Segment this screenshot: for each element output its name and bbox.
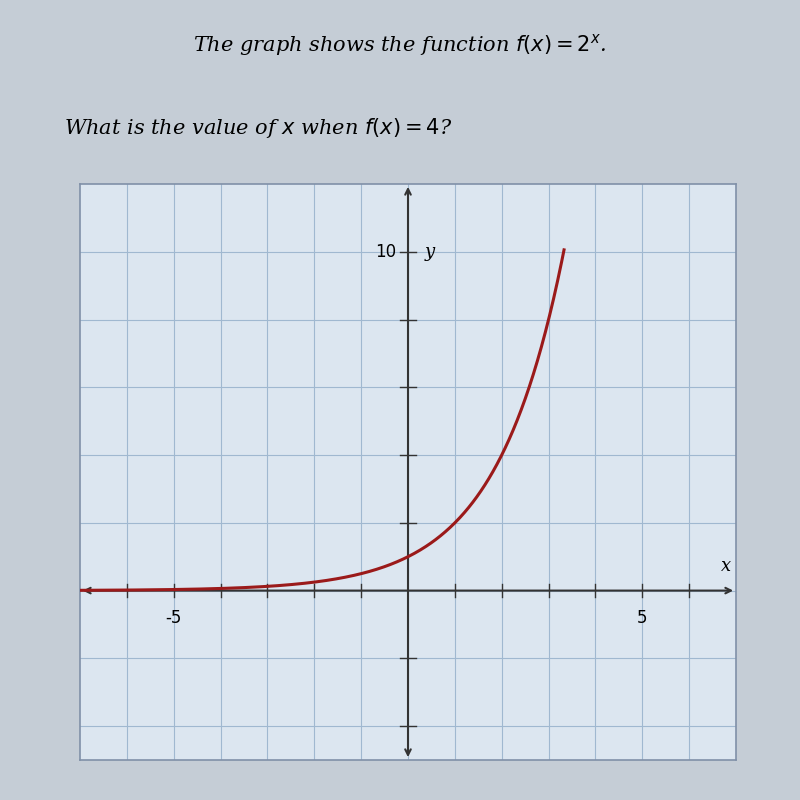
Text: y: y	[424, 242, 434, 261]
Text: x: x	[721, 558, 731, 575]
Text: The graph shows the function $f(x) = 2^x$.: The graph shows the function $f(x) = 2^x…	[194, 32, 606, 58]
Text: -5: -5	[166, 610, 182, 627]
Text: 10: 10	[375, 242, 396, 261]
Text: 5: 5	[637, 610, 647, 627]
Text: What is the value of $x$ when $f(x) = 4$?: What is the value of $x$ when $f(x) = 4$…	[64, 116, 453, 140]
